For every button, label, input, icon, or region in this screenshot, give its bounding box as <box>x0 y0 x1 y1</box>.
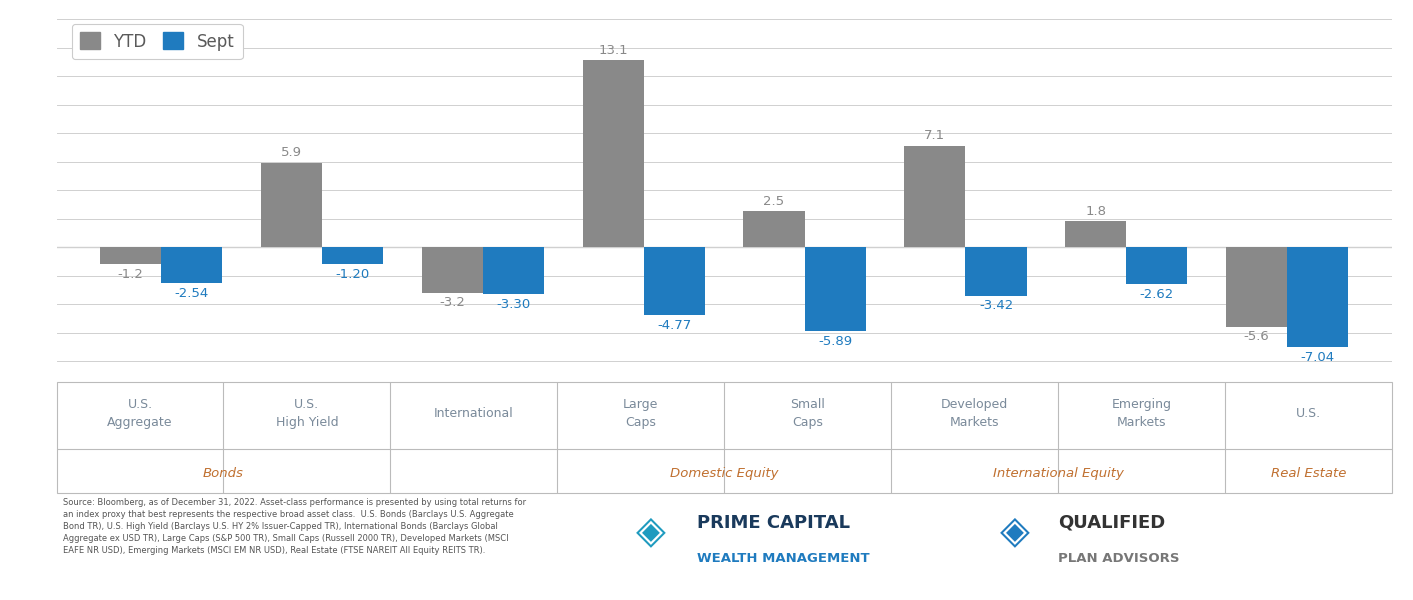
Bar <box>965 247 1027 296</box>
Text: PLAN ADVISORS: PLAN ADVISORS <box>1058 552 1180 565</box>
Text: -5.89: -5.89 <box>818 335 852 347</box>
Text: -4.77: -4.77 <box>657 319 691 332</box>
Bar <box>421 247 483 293</box>
Legend: YTD, Sept: YTD, Sept <box>72 24 243 59</box>
Bar <box>161 247 222 283</box>
Bar <box>322 247 383 264</box>
Text: International Equity: International Equity <box>992 467 1123 480</box>
Text: Bonds: Bonds <box>203 467 244 480</box>
Text: QUALIFIED: QUALIFIED <box>1058 514 1166 532</box>
Text: Emerging
Markets: Emerging Markets <box>1112 398 1171 429</box>
Text: -2.54: -2.54 <box>175 287 209 300</box>
Text: Developed
Markets: Developed Markets <box>941 398 1007 429</box>
Text: Real Estate: Real Estate <box>1270 467 1347 480</box>
Text: U.S.: U.S. <box>1296 407 1321 420</box>
Text: U.S.
Aggregate: U.S. Aggregate <box>107 398 172 429</box>
Text: WEALTH MANAGEMENT: WEALTH MANAGEMENT <box>698 552 870 565</box>
Text: PRIME CAPITAL: PRIME CAPITAL <box>698 514 851 532</box>
Text: -5.6: -5.6 <box>1243 331 1269 343</box>
Text: 1.8: 1.8 <box>1085 205 1106 218</box>
Bar <box>904 146 965 247</box>
Text: -3.2: -3.2 <box>439 296 465 309</box>
Bar <box>1287 247 1348 347</box>
Text: U.S.
High Yield: U.S. High Yield <box>276 398 338 429</box>
Text: -3.30: -3.30 <box>496 298 530 311</box>
Text: ◈: ◈ <box>636 512 666 551</box>
Text: -7.04: -7.04 <box>1301 351 1335 364</box>
Bar <box>261 163 322 247</box>
Text: -1.20: -1.20 <box>335 268 370 281</box>
Bar <box>483 247 544 294</box>
Text: -3.42: -3.42 <box>979 299 1013 313</box>
Text: ◈: ◈ <box>1000 512 1030 551</box>
Text: 13.1: 13.1 <box>598 44 627 57</box>
Bar <box>644 247 705 315</box>
Text: -2.62: -2.62 <box>1140 288 1174 301</box>
Text: Small
Caps: Small Caps <box>790 398 825 429</box>
Text: Source: Bloomberg, as of December 31, 2022. Asset-class performance is presented: Source: Bloomberg, as of December 31, 20… <box>64 499 526 554</box>
Bar <box>100 247 161 264</box>
Bar <box>1126 247 1187 284</box>
Bar <box>1226 247 1287 327</box>
Bar <box>1065 221 1126 247</box>
Bar <box>582 61 644 247</box>
Bar <box>743 211 804 247</box>
Text: 5.9: 5.9 <box>281 146 302 160</box>
Text: 2.5: 2.5 <box>763 195 784 208</box>
Text: International: International <box>434 407 514 420</box>
Text: Large
Caps: Large Caps <box>623 398 658 429</box>
Text: -1.2: -1.2 <box>117 268 144 281</box>
Text: Domestic Equity: Domestic Equity <box>670 467 779 480</box>
Text: 7.1: 7.1 <box>924 130 945 142</box>
Bar <box>804 247 866 331</box>
